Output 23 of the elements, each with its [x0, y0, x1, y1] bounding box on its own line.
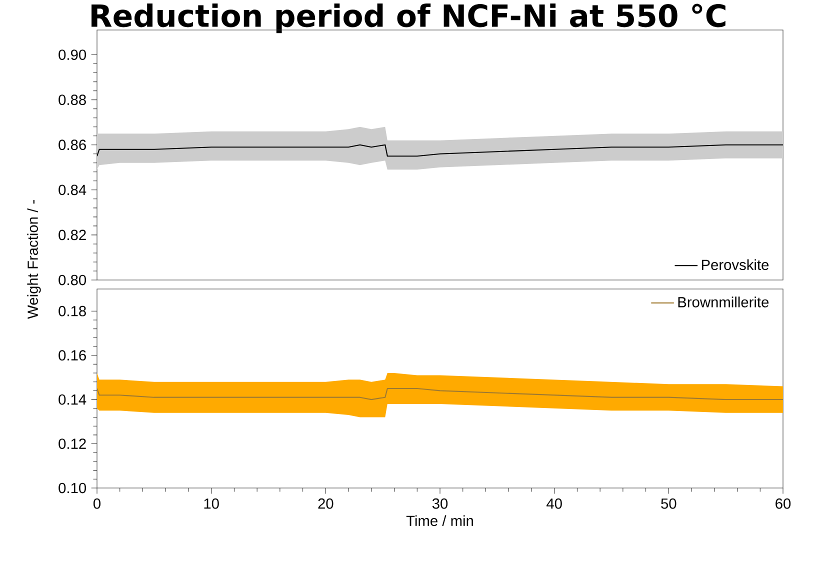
- y-tick-label: 0.18: [58, 306, 86, 316]
- y-tick-label: 0.86: [58, 140, 86, 150]
- x-tick-label: 50: [661, 498, 676, 509]
- x-tick-label: 20: [318, 498, 334, 509]
- y-tick-label: 0.88: [58, 94, 86, 106]
- y-tick-label: 0.10: [58, 482, 86, 494]
- x-tick-label: 0: [93, 498, 100, 509]
- y-tick-label: 0.90: [58, 50, 86, 60]
- y-tick-label: 0.16: [58, 350, 86, 361]
- y-tick-label: 0.80: [58, 274, 86, 286]
- x-tick-label: 40: [546, 498, 562, 509]
- y-tick-label: 0.84: [58, 184, 86, 196]
- legend-label: Brownmillerite: [678, 296, 769, 308]
- chart-title: Reduction period of NCF-Ni at 550 °C: [92, 3, 726, 34]
- x-tick-label: 10: [204, 498, 219, 509]
- x-tick-label: 30: [432, 498, 448, 509]
- x-axis-title: Time / min: [406, 515, 473, 526]
- y-tick-label: 0.12: [58, 438, 86, 449]
- y-tick-label: 0.82: [58, 230, 86, 240]
- y-axis-title: Weight Fraction / -: [27, 200, 41, 319]
- legend-label: Perovskite: [702, 259, 769, 270]
- y-tick-label: 0.14: [58, 394, 86, 405]
- x-tick-label: 60: [776, 498, 791, 509]
